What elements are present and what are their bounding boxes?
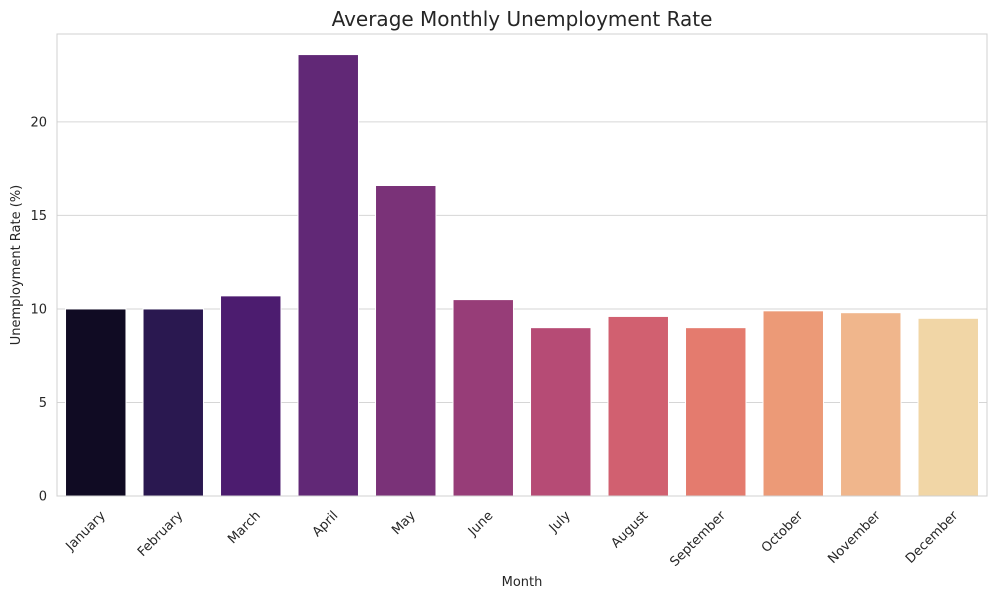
bar-june (452, 299, 514, 497)
bar-november (840, 312, 902, 497)
x-tick-label: December (903, 508, 962, 567)
x-tick-label: April (310, 508, 342, 540)
y-axis-label: Unemployment Rate (%) (9, 185, 24, 346)
x-tick-label: January (63, 508, 109, 554)
x-tick-label: November (825, 508, 884, 567)
bar-october (762, 310, 824, 497)
bar-september (685, 327, 747, 497)
bar-march (220, 295, 282, 497)
gridlines (57, 121, 987, 403)
bar-february (142, 308, 204, 497)
y-tick-label: 5 (39, 396, 47, 411)
bar-may (375, 185, 437, 497)
y-tick-label: 10 (30, 302, 47, 317)
x-tick-labels: January February March April May June July Augu… (63, 508, 962, 570)
y-tick-label: 0 (39, 490, 47, 505)
y-tick-label: 20 (30, 115, 47, 130)
bar-april (297, 54, 359, 497)
x-tick-label: October (759, 508, 807, 556)
plot-frame (56, 33, 988, 497)
bar-january (65, 308, 127, 497)
chart-title: Average Monthly Unemployment Rate (332, 7, 713, 31)
y-tick-labels: 0 5 10 15 20 (30, 115, 47, 504)
x-tick-label: May (389, 508, 419, 538)
x-tick-label: September (667, 508, 729, 570)
bar-july (530, 327, 592, 497)
x-tick-label: June (465, 508, 496, 539)
y-tick-label: 15 (30, 209, 47, 224)
bar-december (917, 317, 979, 497)
bars (65, 54, 979, 497)
bar-august (607, 315, 669, 497)
x-tick-label: March (225, 508, 264, 547)
x-tick-label: August (609, 508, 652, 551)
x-tick-label: July (546, 508, 574, 536)
x-tick-label: February (135, 508, 187, 560)
x-axis-label: Month (502, 575, 543, 590)
